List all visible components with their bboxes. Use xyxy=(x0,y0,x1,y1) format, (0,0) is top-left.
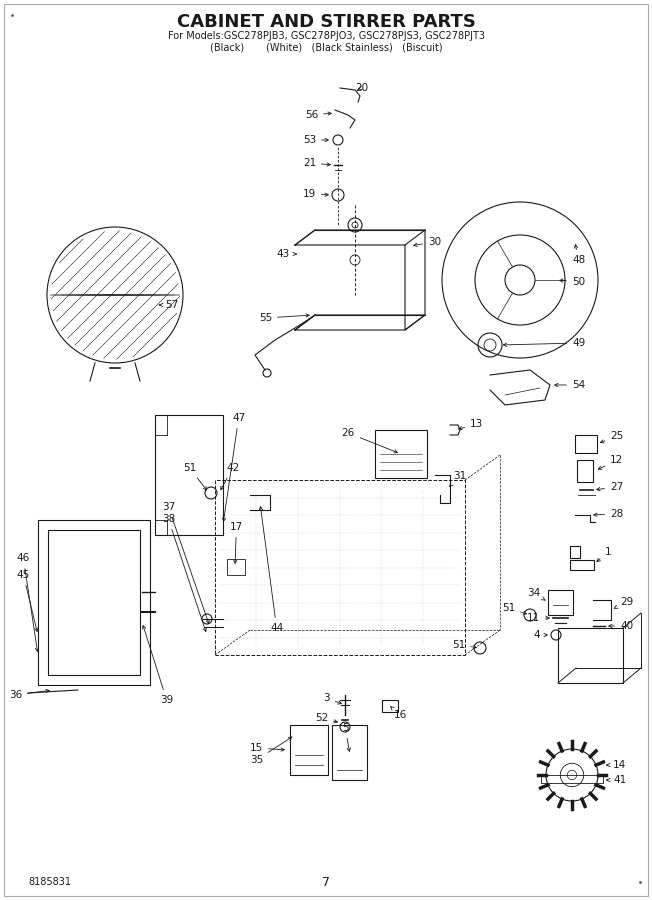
Text: 56: 56 xyxy=(304,110,331,120)
Bar xyxy=(575,435,597,453)
Text: 26: 26 xyxy=(342,428,398,453)
Text: 40: 40 xyxy=(609,621,633,631)
Text: 20: 20 xyxy=(355,83,368,93)
Text: 53: 53 xyxy=(303,135,329,145)
Text: 34: 34 xyxy=(527,588,545,600)
Text: 5: 5 xyxy=(342,723,350,752)
Bar xyxy=(227,559,245,575)
Text: 11: 11 xyxy=(527,613,549,623)
Bar xyxy=(48,530,140,675)
Text: CABINET AND STIRRER PARTS: CABINET AND STIRRER PARTS xyxy=(177,13,475,31)
Text: 47: 47 xyxy=(222,413,245,521)
Text: 29: 29 xyxy=(614,597,633,608)
Text: 55: 55 xyxy=(259,313,309,323)
Text: 3: 3 xyxy=(323,693,342,704)
Text: 51: 51 xyxy=(502,603,527,615)
Bar xyxy=(382,700,398,712)
Text: 37: 37 xyxy=(162,502,209,624)
Text: 8185831: 8185831 xyxy=(28,877,71,887)
Text: 39: 39 xyxy=(143,626,173,705)
Text: 30: 30 xyxy=(413,237,441,247)
Text: 41: 41 xyxy=(607,775,627,785)
Text: 16: 16 xyxy=(391,706,407,720)
Text: 46: 46 xyxy=(17,553,38,652)
Text: 28: 28 xyxy=(594,509,623,519)
Text: 19: 19 xyxy=(303,189,329,199)
Text: 25: 25 xyxy=(600,431,623,443)
Text: 57: 57 xyxy=(159,300,178,310)
Text: 31: 31 xyxy=(450,471,466,486)
Text: For Models:GSC278PJB3, GSC278PJO3, GSC278PJS3, GSC278PJT3: For Models:GSC278PJB3, GSC278PJO3, GSC27… xyxy=(168,31,484,41)
Bar xyxy=(375,430,427,478)
Bar xyxy=(290,725,328,775)
Text: 51: 51 xyxy=(452,640,477,650)
Bar xyxy=(38,520,150,685)
Text: 42: 42 xyxy=(221,463,239,490)
Text: 36: 36 xyxy=(8,689,50,700)
Text: 12: 12 xyxy=(599,455,623,469)
Bar xyxy=(577,460,593,482)
Text: 44: 44 xyxy=(259,507,283,633)
Text: 45: 45 xyxy=(17,570,38,632)
Text: 49: 49 xyxy=(503,338,585,348)
Text: 1: 1 xyxy=(597,547,612,562)
Bar xyxy=(215,480,465,655)
Bar xyxy=(155,415,223,535)
Bar xyxy=(558,628,623,683)
Text: 35: 35 xyxy=(250,737,292,765)
Text: 43: 43 xyxy=(276,249,296,259)
Text: 17: 17 xyxy=(230,522,243,563)
Bar xyxy=(570,546,580,558)
Text: 48: 48 xyxy=(572,245,585,265)
Bar xyxy=(570,560,594,570)
Text: 38: 38 xyxy=(162,514,206,632)
Text: (Black)       (White)   (Black Stainless)   (Biscuit): (Black) (White) (Black Stainless) (Biscu… xyxy=(210,43,442,53)
Text: 15: 15 xyxy=(250,743,284,753)
Text: 13: 13 xyxy=(458,419,483,429)
Text: 54: 54 xyxy=(555,380,585,390)
Text: 52: 52 xyxy=(315,713,337,723)
Bar xyxy=(548,590,573,615)
Bar xyxy=(541,775,603,783)
Text: 14: 14 xyxy=(607,760,627,770)
Text: 21: 21 xyxy=(303,158,331,168)
Text: 50: 50 xyxy=(559,277,585,287)
Text: 4: 4 xyxy=(533,630,547,640)
Bar xyxy=(332,725,367,780)
Text: 7: 7 xyxy=(322,876,330,888)
Text: 27: 27 xyxy=(597,482,623,492)
Text: 51: 51 xyxy=(183,463,207,491)
